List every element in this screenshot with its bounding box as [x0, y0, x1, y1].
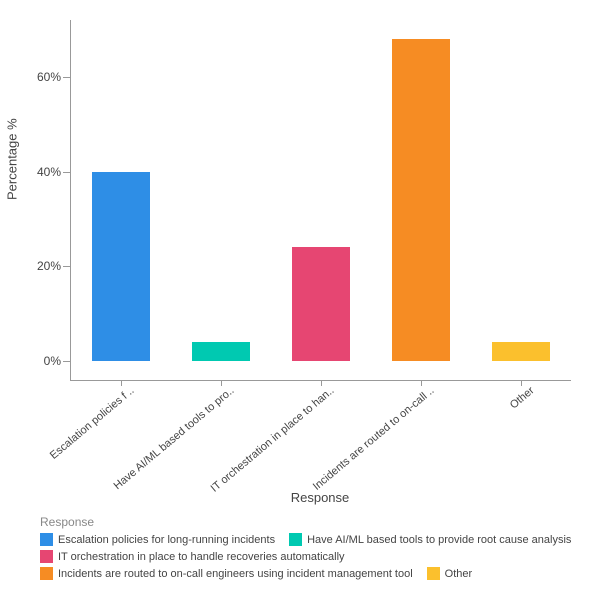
- legend-swatch: [40, 533, 53, 546]
- plot-area: 0%20%40%60%Escalation policies f ..Have …: [70, 20, 571, 381]
- y-axis-title: Percentage %: [5, 118, 20, 200]
- legend-item: Incidents are routed to on-call engineer…: [40, 567, 413, 580]
- bar: [192, 342, 250, 361]
- bar: [292, 247, 350, 361]
- x-axis-title: Response: [70, 490, 570, 505]
- legend-swatch: [40, 567, 53, 580]
- legend-swatch: [289, 533, 302, 546]
- legend-title: Response: [40, 515, 580, 529]
- bar: [392, 39, 450, 361]
- bar: [492, 342, 550, 361]
- legend-item: IT orchestration in place to handle reco…: [40, 550, 345, 563]
- bar: [92, 172, 150, 361]
- legend-item: Other: [427, 567, 473, 580]
- legend-swatch: [427, 567, 440, 580]
- legend-item: Escalation policies for long-running inc…: [40, 533, 275, 546]
- y-tick-label: 60%: [37, 70, 71, 84]
- y-tick-label: 0%: [44, 354, 71, 368]
- legend-items: Escalation policies for long-running inc…: [40, 533, 580, 580]
- legend-label: IT orchestration in place to handle reco…: [58, 551, 345, 563]
- y-tick-label: 20%: [37, 259, 71, 273]
- legend-label: Escalation policies for long-running inc…: [58, 534, 275, 546]
- legend: Response Escalation policies for long-ru…: [40, 515, 580, 580]
- legend-label: Incidents are routed to on-call engineer…: [58, 568, 413, 580]
- legend-item: Have AI/ML based tools to provide root c…: [289, 533, 571, 546]
- bar-chart: Percentage % 0%20%40%60%Escalation polic…: [0, 0, 600, 600]
- legend-label: Other: [445, 568, 473, 580]
- legend-swatch: [40, 550, 53, 563]
- y-tick-label: 40%: [37, 165, 71, 179]
- legend-label: Have AI/ML based tools to provide root c…: [307, 534, 571, 546]
